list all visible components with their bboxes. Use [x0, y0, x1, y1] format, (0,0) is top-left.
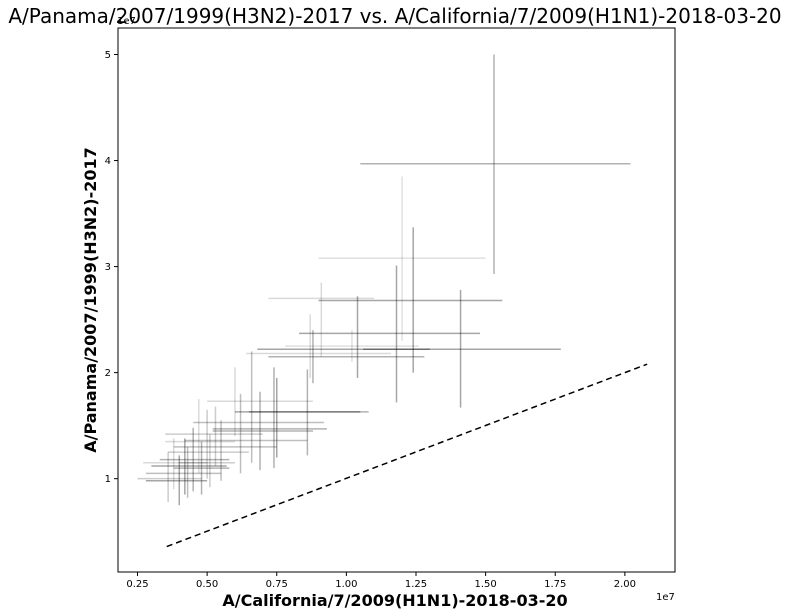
y-axis-offset-label: 1e7 [117, 16, 136, 27]
x-tick-label: 1.25 [405, 579, 427, 590]
chart-title: A/Panama/2007/1999(H3N2)-2017 vs. A/Cali… [8, 4, 781, 28]
y-axis-label: A/Panama/2007/1999(H3N2)-2017 [81, 147, 100, 453]
y-tick-label: 3 [105, 262, 111, 273]
data-point [179, 434, 235, 488]
data-point [145, 446, 222, 498]
x-tick-label: 2.00 [614, 579, 636, 590]
data-point [285, 330, 419, 363]
x-axis-label: A/California/7/2009(H1N1)-2018-03-20 [222, 591, 567, 610]
data-point [363, 289, 561, 408]
data-point [318, 176, 486, 341]
data-point [173, 441, 230, 495]
y-tick-label: 2 [105, 368, 111, 379]
data-point [212, 391, 313, 471]
data-point [159, 427, 230, 492]
y-tick-label: 1 [105, 474, 111, 485]
data-point [246, 314, 391, 378]
data-point [145, 455, 208, 506]
data-point [207, 367, 313, 437]
data-point [268, 330, 425, 384]
y-tick-label: 5 [105, 50, 111, 61]
x-axis-offset-label: 1e7 [656, 592, 675, 603]
x-tick-label: 0.75 [266, 579, 288, 590]
x-tick-label: 0.50 [196, 579, 218, 590]
error-bar-marks [137, 54, 631, 506]
data-point [299, 265, 481, 403]
data-point [318, 227, 503, 373]
data-point [212, 367, 327, 469]
data-point [268, 282, 375, 357]
x-tick-label: 0.25 [126, 579, 148, 590]
x-tick-label: 1.50 [474, 579, 496, 590]
data-point [173, 420, 277, 481]
data-point [234, 377, 361, 458]
data-point [248, 369, 369, 456]
data-point [165, 406, 263, 466]
plot-area-frame [117, 27, 676, 573]
data-point [360, 54, 631, 275]
data-point [193, 351, 325, 463]
x-axis: 0.25 0.50 0.75 1.00 1.25 1.50 1.75 2.00 [126, 572, 636, 590]
data-point [184, 393, 308, 474]
data-point [151, 438, 227, 495]
data-point [165, 399, 235, 474]
x-tick-label: 1.00 [335, 579, 357, 590]
reference-line [166, 363, 648, 548]
y-axis: 1 2 3 4 5 [105, 50, 118, 485]
data-point [137, 452, 202, 503]
x-tick-label: 1.75 [544, 579, 566, 590]
data-point [143, 438, 208, 490]
y-tick-label: 4 [105, 156, 111, 167]
data-point [257, 296, 430, 378]
data-point [168, 409, 249, 479]
